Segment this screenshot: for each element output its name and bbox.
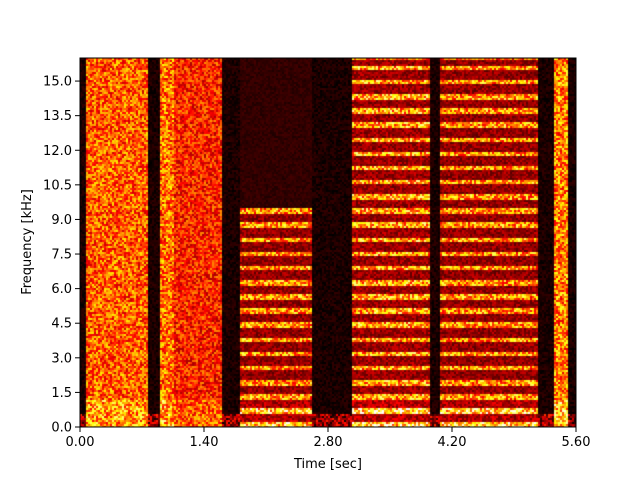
x-tick-label: 5.60 — [562, 435, 591, 450]
y-tick-label: 9.0 — [51, 213, 72, 228]
y-tick-label: 3.0 — [51, 351, 72, 366]
y-tick-label: 7.5 — [51, 248, 72, 263]
x-tick-label: 4.20 — [438, 435, 467, 450]
y-tick-label: 15.0 — [43, 75, 72, 90]
x-axis-label: Time [sec] — [293, 457, 362, 472]
x-axis: 0.00 1.40 2.80 4.20 5.60 — [66, 427, 591, 450]
y-tick-label: 1.5 — [51, 386, 72, 401]
x-tick-label: 1.40 — [190, 435, 219, 450]
spectrogram-image — [80, 58, 576, 427]
x-tick-label: 2.80 — [314, 435, 343, 450]
plot-area — [80, 58, 576, 427]
y-tick-label: 12.0 — [43, 144, 72, 159]
y-tick-label: 4.5 — [51, 317, 72, 332]
y-axis-label: Frequency [kHz] — [20, 189, 35, 295]
y-tick-label: 0.0 — [51, 421, 72, 436]
y-tick-label: 10.5 — [43, 178, 72, 193]
y-tick-label: 6.0 — [51, 282, 72, 297]
y-tick-label: 13.5 — [43, 109, 72, 124]
y-axis: 0.0 1.5 3.0 4.5 6.0 7.5 9.0 10.5 12.0 13.5 15.0 — [43, 75, 80, 436]
x-tick-label: 0.00 — [66, 435, 95, 450]
